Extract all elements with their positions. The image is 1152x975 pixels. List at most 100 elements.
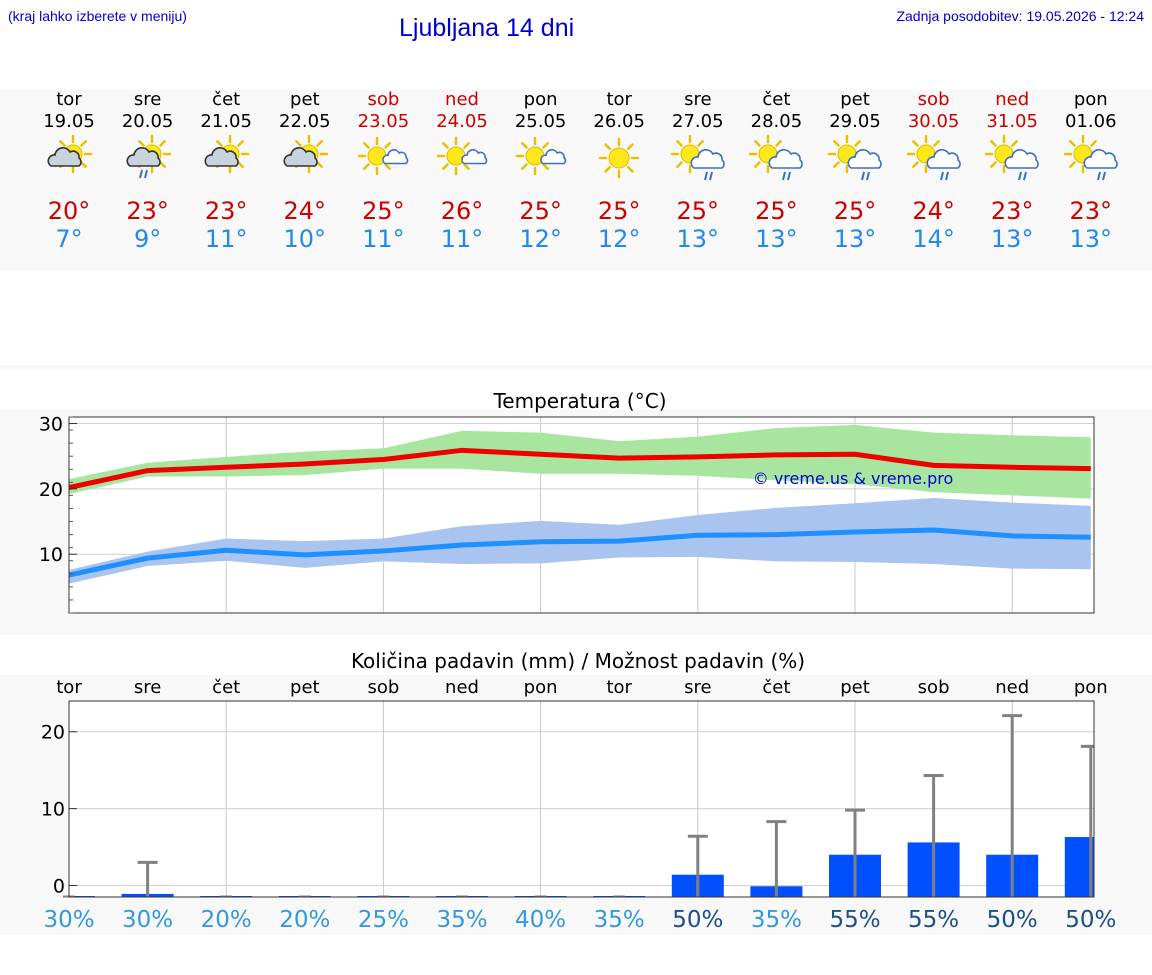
day-name: tor bbox=[606, 89, 632, 110]
precipitation-probability: 20% bbox=[279, 907, 330, 933]
precipitation-probability: 50% bbox=[987, 907, 1038, 933]
x-category-label: pet bbox=[290, 677, 320, 698]
precipitation-bar bbox=[1064, 837, 1094, 897]
min-temperature: 12° bbox=[597, 225, 641, 253]
y-tick-label: 20 bbox=[39, 479, 63, 501]
x-category-label: ned bbox=[445, 677, 479, 698]
min-temperature-line bbox=[68, 527, 1091, 578]
y-tick-label: 30 bbox=[39, 414, 63, 436]
temperature-chart-title: Temperatura (°C) bbox=[492, 389, 666, 413]
min-temperature: 13° bbox=[676, 225, 720, 253]
x-category-label: sre bbox=[134, 677, 161, 698]
sun-cloud-shower-icon bbox=[984, 134, 1039, 181]
day-date: 28.05 bbox=[750, 111, 803, 132]
x-category-label: tor bbox=[606, 677, 632, 698]
copyright-annotation: © vreme.us & vreme.pro bbox=[753, 469, 954, 488]
day-name: pet bbox=[290, 89, 320, 110]
day-name: ned bbox=[445, 89, 479, 110]
min-temperature: 9° bbox=[133, 225, 162, 253]
day-name: pet bbox=[840, 89, 870, 110]
day-date: 24.05 bbox=[436, 111, 488, 132]
max-temperature: 23° bbox=[990, 197, 1034, 225]
day-date: 26.05 bbox=[593, 111, 645, 132]
max-temperature: 25° bbox=[755, 197, 798, 225]
max-temperature: 24° bbox=[283, 197, 327, 225]
day-name: čet bbox=[762, 89, 791, 110]
page-title: Ljubljana 14 dni bbox=[399, 14, 575, 42]
min-temperature: 13° bbox=[1069, 225, 1113, 253]
day-date: 19.05 bbox=[43, 111, 95, 132]
min-temperature: 11° bbox=[204, 225, 248, 253]
precipitation-probability: 55% bbox=[908, 907, 959, 933]
last-updated: Zadnja posodobitev: 19.05.2026 - 12:24 bbox=[896, 8, 1144, 24]
sun-small-cloud-icon bbox=[515, 136, 566, 176]
sun-cloud-icon bbox=[47, 134, 93, 174]
day-column: ned 24.05 bbox=[423, 89, 501, 133]
y-tick-label: 0 bbox=[53, 875, 65, 897]
sun-cloud-shower-icon bbox=[827, 134, 882, 181]
precipitation-chart-title: Količina padavin (mm) / Možnost padavin … bbox=[351, 649, 805, 673]
min-temperature: 11° bbox=[362, 225, 405, 253]
day-name: sob bbox=[367, 89, 400, 110]
precipitation-probability: 50% bbox=[1065, 907, 1116, 933]
max-temperature: 25° bbox=[519, 197, 562, 225]
precipitation-probability: 50% bbox=[672, 907, 723, 933]
max-temperature-range-band bbox=[69, 424, 1091, 499]
min-temperature: 13° bbox=[833, 225, 877, 253]
day-date: 01.06 bbox=[1065, 111, 1117, 132]
x-category-label: čet bbox=[212, 677, 240, 698]
day-name: pon bbox=[523, 89, 558, 110]
precipitation-probability: 35% bbox=[594, 907, 645, 933]
min-temperature: 10° bbox=[283, 225, 327, 253]
max-temperature-line bbox=[68, 447, 1091, 491]
x-category-label: pon bbox=[1074, 677, 1108, 698]
max-temperature: 23° bbox=[1069, 197, 1113, 225]
day-name: tor bbox=[56, 89, 82, 110]
x-category-label: sob bbox=[367, 677, 399, 698]
x-category-label: tor bbox=[56, 677, 82, 698]
min-temperature: 13° bbox=[755, 225, 798, 253]
sun-cloud-icon bbox=[283, 134, 329, 174]
day-name: čet bbox=[212, 89, 241, 110]
sun-cloud-shower-icon bbox=[1063, 134, 1118, 181]
day-name: sre bbox=[684, 89, 712, 110]
x-category-label: pon bbox=[524, 677, 558, 698]
max-temperature: 25° bbox=[833, 197, 877, 225]
sun-cloud-icon bbox=[204, 134, 250, 174]
day-column: pet 29.05 bbox=[816, 89, 894, 133]
day-column: sob 23.05 bbox=[344, 89, 422, 133]
day-name: pon bbox=[1073, 89, 1108, 110]
min-temperature: 12° bbox=[519, 225, 562, 253]
menu-hint: (kraj lahko izberete v meniju) bbox=[8, 8, 187, 24]
day-column: ned 31.05 bbox=[973, 89, 1051, 133]
day-column: sre 20.05 bbox=[109, 89, 187, 133]
temperature-plot-frame bbox=[68, 416, 1095, 614]
day-date: 22.05 bbox=[279, 111, 331, 132]
day-column: tor 26.05 bbox=[580, 89, 658, 133]
day-column: sob 30.05 bbox=[895, 89, 973, 133]
x-category-label: sre bbox=[684, 677, 711, 698]
day-column: čet 28.05 bbox=[737, 89, 815, 133]
precipitation-probability: 20% bbox=[201, 907, 252, 933]
daily-forecast-band bbox=[0, 90, 1152, 270]
precipitation-probability: 30% bbox=[122, 907, 173, 933]
day-column: sre 27.05 bbox=[659, 89, 737, 133]
precipitation-probability: 55% bbox=[829, 907, 880, 933]
temperature-chart: Temperatura (°C) 10 20 30 © vreme.us & vrem… bbox=[39, 389, 1095, 614]
precipitation-probability: 35% bbox=[751, 907, 802, 933]
min-temperature: 7° bbox=[55, 225, 83, 253]
sun-cloud-shower-icon bbox=[670, 134, 725, 181]
precipitation-plot-frame bbox=[68, 700, 1095, 898]
day-date: 30.05 bbox=[907, 111, 960, 132]
sun-cloud-shower-icon bbox=[749, 134, 804, 181]
day-date: 23.05 bbox=[357, 111, 410, 132]
sun-small-cloud-icon bbox=[436, 136, 488, 176]
max-temperature: 25° bbox=[597, 197, 641, 225]
max-temperature: 23° bbox=[204, 197, 248, 225]
max-temperature: 24° bbox=[912, 197, 955, 225]
max-temperature: 26° bbox=[440, 197, 484, 225]
sun-cloud-shower-icon bbox=[906, 134, 961, 181]
precipitation-chart: Količina padavin (mm) / Možnost padavin … bbox=[41, 649, 1117, 933]
min-temperature: 13° bbox=[990, 225, 1034, 253]
day-column: pet 22.05 bbox=[266, 89, 344, 133]
